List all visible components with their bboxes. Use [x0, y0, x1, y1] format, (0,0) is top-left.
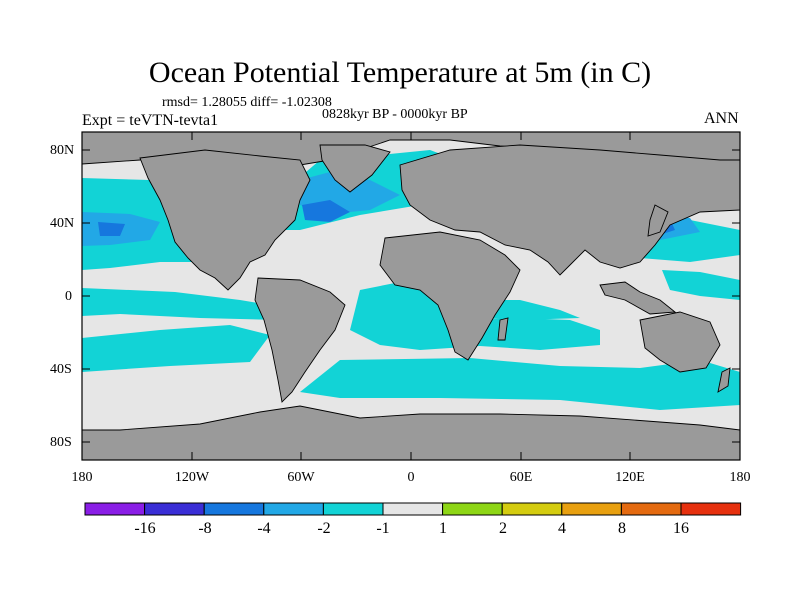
colorbar-label-m1: -1 [376, 520, 390, 537]
lat-label-0: 0 [65, 289, 72, 304]
map-plot-area [82, 132, 740, 460]
lon-label-60w: 60W [287, 470, 315, 485]
colorbar-label-m16: -16 [134, 520, 156, 537]
north-america [139, 149, 311, 291]
south-america [254, 277, 346, 403]
colorbar-label-m4: -4 [257, 520, 271, 537]
colorbar-label-2: 2 [499, 520, 507, 537]
japan [647, 204, 669, 237]
africa [379, 231, 521, 361]
eurasia [399, 144, 740, 276]
new-zealand [717, 367, 731, 393]
colorbar-label-m2: -2 [317, 520, 331, 537]
lat-label-40s: 40S [50, 362, 72, 377]
land-masses [82, 132, 740, 460]
lon-label-120e: 120E [615, 470, 645, 485]
lat-label-80n: 80N [50, 143, 75, 158]
colorbar-box-4 [322, 502, 384, 516]
lon-label-0: 0 [407, 470, 415, 485]
lon-label-60e: 60E [509, 470, 533, 485]
colorbar-box-5 [382, 502, 444, 516]
lat-ticks [82, 149, 740, 443]
colorbar-label-8: 8 [618, 520, 626, 537]
colorbar-box-1 [144, 502, 205, 516]
colorbar-label-1: 1 [439, 520, 447, 537]
lat-label-40n: 40N [50, 216, 75, 231]
colorbar-label-4: 4 [558, 520, 566, 537]
lat-label-80s: 80S [50, 435, 72, 450]
greenland [319, 144, 391, 193]
australia [639, 311, 721, 373]
colorbar-box-6 [442, 502, 503, 516]
season-label: ANN [704, 110, 739, 127]
lon-label-120w: 120W [174, 470, 210, 485]
colorbar-label-16: 16 [673, 520, 689, 537]
colorbar-label-m8: -8 [198, 520, 212, 537]
colorbar-box-8 [561, 502, 622, 516]
colorbar-box-7 [501, 502, 563, 516]
lon-label-180w: 180 [71, 470, 93, 485]
madagascar [497, 317, 509, 341]
colorbar-box-10 [680, 502, 742, 516]
period-label: 0828kyr BP - 0000kyr BP [322, 107, 468, 122]
experiment-label: Expt = teVTN-tevta1 [82, 112, 219, 129]
maritime-continent [599, 281, 677, 315]
stats-label: rmsd= 1.28055 diff= -1.02308 [162, 95, 332, 110]
map-title: Ocean Potential Temperature at 5m (in C) [148, 56, 652, 89]
colorbar-box-0 [84, 502, 146, 516]
lon-label-180e: 180 [729, 470, 751, 485]
colorbar-box-3 [263, 502, 324, 516]
lon-ticks [81, 132, 741, 460]
antarctica [82, 405, 740, 460]
colorbar-box-9 [620, 502, 682, 516]
colorbar-box-2 [203, 502, 265, 516]
